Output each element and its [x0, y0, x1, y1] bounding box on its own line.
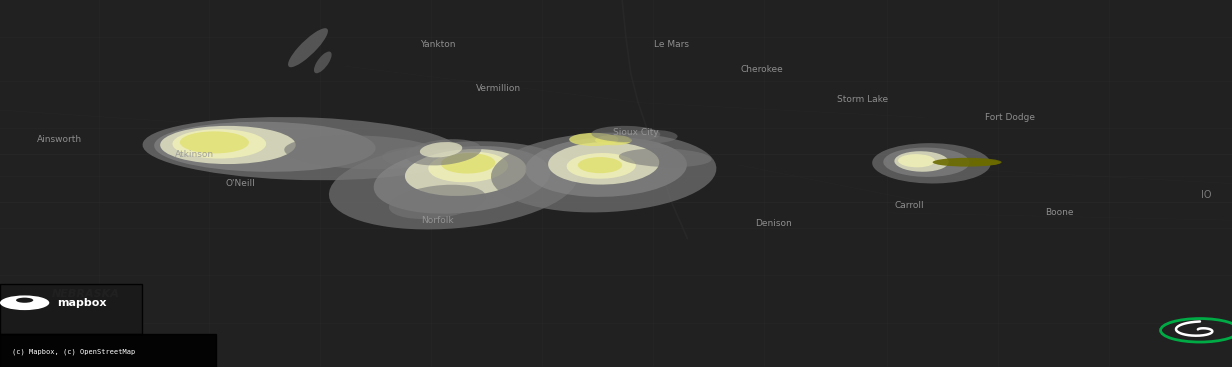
Text: Denison: Denison [755, 219, 792, 228]
Ellipse shape [314, 51, 331, 73]
Ellipse shape [288, 28, 328, 67]
Text: NEBRASKA: NEBRASKA [52, 288, 120, 299]
Text: mapbox: mapbox [57, 298, 106, 308]
Ellipse shape [441, 153, 495, 174]
Ellipse shape [382, 146, 468, 169]
Ellipse shape [894, 151, 949, 172]
Ellipse shape [525, 137, 687, 197]
Ellipse shape [567, 153, 636, 179]
Ellipse shape [618, 149, 712, 167]
Text: Vermillion: Vermillion [477, 84, 521, 92]
Text: IO: IO [1201, 189, 1212, 200]
Ellipse shape [628, 130, 678, 143]
Ellipse shape [405, 149, 526, 196]
Ellipse shape [420, 142, 462, 157]
Ellipse shape [569, 133, 618, 146]
Text: Storm Lake: Storm Lake [837, 95, 888, 103]
Ellipse shape [429, 152, 508, 182]
Ellipse shape [492, 132, 716, 212]
Ellipse shape [143, 117, 461, 180]
Ellipse shape [971, 160, 1000, 165]
Ellipse shape [160, 126, 296, 164]
Text: Atkinson: Atkinson [175, 150, 214, 159]
Ellipse shape [591, 126, 660, 142]
Ellipse shape [389, 185, 485, 219]
Ellipse shape [154, 122, 376, 172]
Text: (c) Mapbox, (c) OpenStreetMap: (c) Mapbox, (c) OpenStreetMap [12, 348, 136, 355]
Text: Yankton: Yankton [420, 40, 455, 48]
Ellipse shape [180, 131, 249, 153]
Ellipse shape [933, 158, 1002, 167]
Ellipse shape [285, 135, 442, 169]
Ellipse shape [872, 143, 991, 184]
FancyBboxPatch shape [0, 284, 142, 334]
Text: Norfolk: Norfolk [421, 216, 453, 225]
Text: Ainsworth: Ainsworth [37, 135, 81, 144]
Text: Carroll: Carroll [894, 201, 924, 210]
Ellipse shape [329, 141, 578, 229]
FancyBboxPatch shape [0, 334, 216, 367]
Circle shape [16, 298, 33, 303]
Ellipse shape [898, 154, 935, 167]
Text: Sioux City: Sioux City [612, 128, 659, 137]
Ellipse shape [883, 148, 970, 177]
Circle shape [0, 295, 49, 310]
Text: Cherokee: Cherokee [740, 65, 782, 74]
Ellipse shape [595, 135, 632, 145]
Text: Boone: Boone [1045, 208, 1074, 217]
Text: Le Mars: Le Mars [654, 40, 689, 48]
Ellipse shape [578, 157, 622, 173]
Ellipse shape [172, 129, 266, 159]
Ellipse shape [548, 142, 659, 185]
Text: O'Neill: O'Neill [225, 179, 255, 188]
Text: Fort Dodge: Fort Dodge [986, 113, 1035, 122]
Ellipse shape [373, 146, 551, 214]
Ellipse shape [405, 139, 482, 166]
